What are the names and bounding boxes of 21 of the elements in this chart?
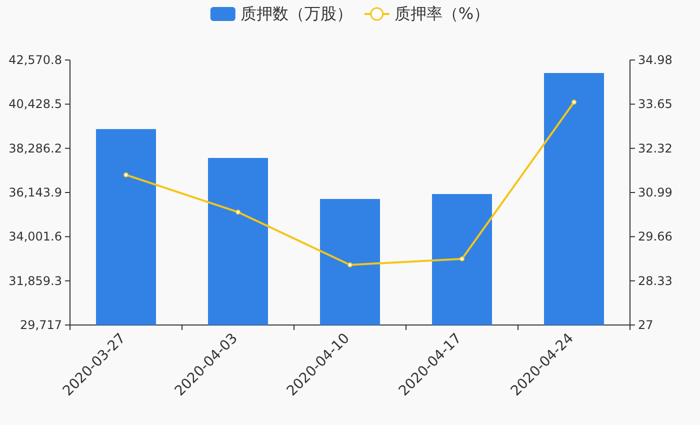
point	[124, 172, 128, 178]
point	[348, 262, 352, 268]
y-tick-label: 42,570.8	[8, 53, 62, 67]
y2-tick-label: 32.32	[638, 141, 672, 156]
y2-tick-label: 29.66	[638, 230, 672, 244]
y2-tick-label: 34.98	[638, 53, 672, 67]
point	[572, 100, 576, 105]
point	[236, 210, 240, 215]
point	[460, 256, 464, 262]
y-tick-label: 38,286.2	[8, 141, 62, 156]
y-tick-label: 36,143.9	[8, 186, 62, 200]
y2-tick-label: 28.33	[638, 274, 672, 288]
legend-label: 质押数（万股）	[240, 4, 352, 23]
legend-label: 质押率（%）	[394, 4, 490, 23]
y2-tick-label: 33.65	[638, 97, 672, 112]
y-tick-label: 34,001.6	[8, 230, 62, 244]
y2-tick-label: 27	[638, 318, 654, 332]
y-tick-label: 31,859.3	[8, 274, 62, 288]
y-tick-label: 40,428.5	[8, 97, 62, 112]
y2-tick-label: 30.99	[638, 186, 672, 200]
y-tick-label: 29,717	[20, 318, 62, 332]
